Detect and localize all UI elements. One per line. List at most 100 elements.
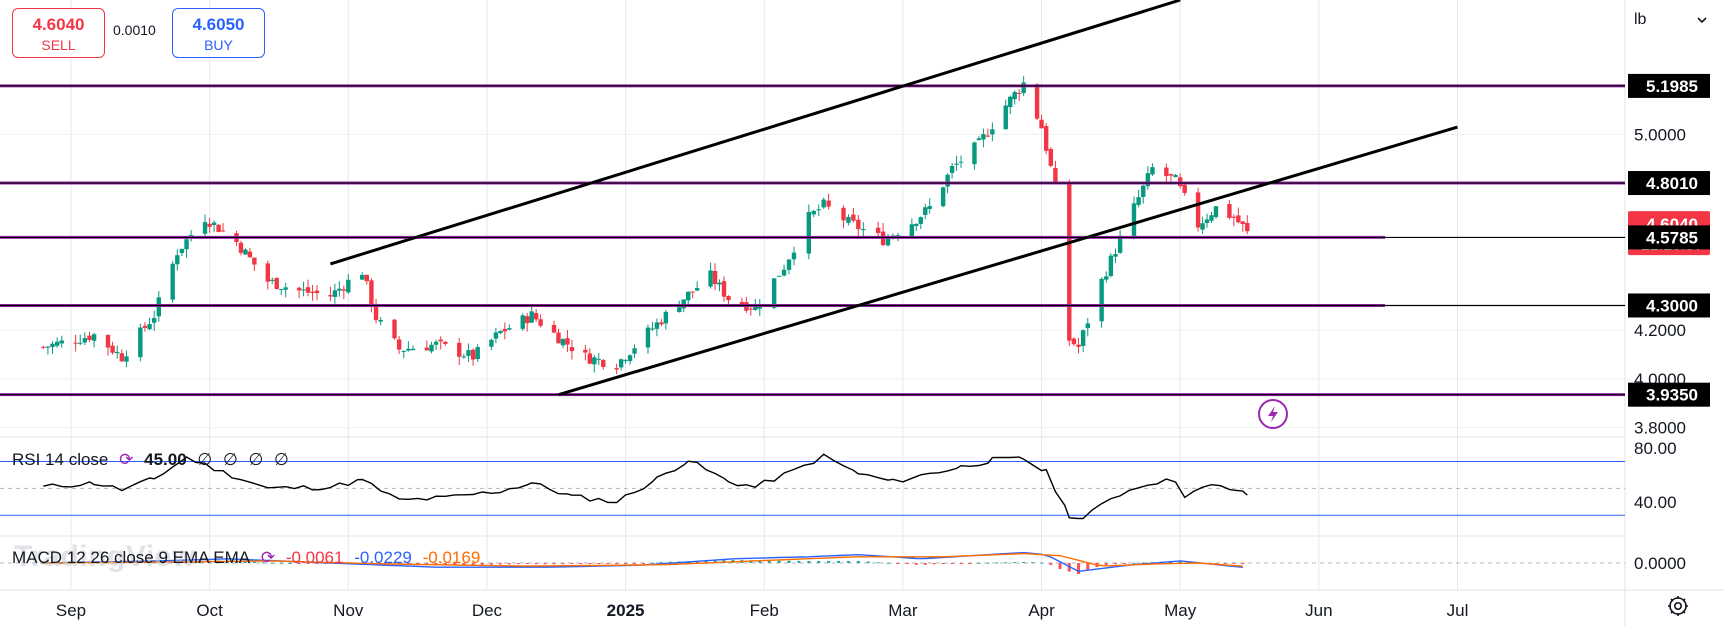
macd-hist-bar [876, 562, 880, 564]
macd-hist-bar [827, 560, 831, 563]
unit-selector[interactable]: lb [1626, 6, 1716, 34]
macd-hist-bar [615, 563, 619, 564]
candle-body [179, 248, 185, 253]
macd-hist-bar [856, 560, 860, 563]
rsi-extra-1: ∅ [197, 450, 213, 469]
price-tick-label: 3.8000 [1634, 419, 1686, 438]
candle-body [923, 207, 928, 215]
macd-hist-bar [650, 562, 654, 564]
macd-hist-bar [767, 560, 771, 563]
candle-body [945, 174, 950, 187]
candle-body [493, 332, 499, 339]
candle-body [663, 311, 669, 324]
macd-hist-bar [886, 562, 890, 564]
time-axis-label: 2025 [607, 601, 645, 620]
macd-hist-bar [1232, 563, 1236, 564]
rsi-extra-4: ∅ [274, 450, 289, 469]
candle-body [525, 316, 530, 324]
candle-body [1043, 126, 1049, 151]
candle-body [753, 306, 758, 310]
macd-hist-bar [552, 563, 556, 565]
macd-hist-bar [950, 563, 954, 564]
macd-hist-bar [896, 563, 900, 564]
macd-hist-bar [462, 563, 466, 566]
macd-hist-bar [243, 561, 247, 563]
candle-body [1145, 173, 1151, 187]
candle-body [170, 263, 175, 300]
macd-hist-bar [498, 563, 502, 565]
candle-body [211, 222, 217, 225]
macd-hist-bar [516, 563, 520, 565]
macd-hist-bar [1241, 563, 1245, 565]
candle-body [78, 342, 83, 344]
candle-body [142, 325, 148, 328]
spread-value: 0.0010 [113, 22, 156, 38]
price-tick-label: 4.2000 [1634, 321, 1686, 340]
candle-body [601, 360, 606, 367]
macd-hist-bar [443, 563, 447, 566]
candle-body [791, 252, 797, 260]
candle-body [726, 296, 731, 301]
rsi-settings-icon[interactable]: ⟳ [119, 450, 134, 469]
candle-body [811, 210, 816, 215]
gear-icon[interactable] [1666, 594, 1690, 618]
macd-hist-bar [1022, 561, 1026, 563]
candle-body [645, 327, 651, 348]
macd-hist-bar [270, 562, 274, 564]
candle-body [659, 322, 664, 325]
candle-body [1021, 82, 1026, 94]
candle-body [1213, 206, 1219, 217]
macd-hist-bar [534, 563, 538, 565]
candle-body [175, 255, 180, 265]
candle-body [861, 228, 866, 231]
candle-body [618, 359, 624, 368]
macd-settings-icon[interactable]: ⟳ [260, 548, 276, 567]
candle-body [1227, 204, 1232, 218]
candle-body [551, 324, 557, 333]
candle-body [976, 138, 982, 141]
candle-body [1113, 254, 1118, 257]
macd-hist-bar [480, 563, 484, 565]
price-tick-label: 5.0000 [1634, 125, 1686, 144]
candle-body [690, 291, 695, 293]
level-price-label [1628, 171, 1710, 196]
candle-body [1182, 184, 1187, 193]
macd-hist-bar [489, 563, 493, 565]
candle-body [265, 263, 270, 282]
macd-hist-bar [668, 561, 672, 563]
time-axis-label: Oct [196, 601, 223, 620]
buy-button[interactable]: 4.6050 BUY [172, 8, 265, 58]
candle-body [592, 357, 597, 365]
macd-hist-bar [1058, 563, 1062, 570]
candle-body [274, 277, 279, 289]
rsi-tick-label: 40.00 [1634, 493, 1677, 512]
macd-hist-bar [1113, 563, 1117, 565]
candle-body [1099, 278, 1104, 322]
candle-body [1204, 219, 1210, 224]
macd-hist-bar [471, 563, 475, 565]
trendline [329, 0, 1181, 266]
rsi-series-line [43, 453, 1248, 520]
candle-body [826, 200, 831, 207]
macd-hist-bar [279, 562, 283, 564]
candle-body [1150, 167, 1155, 175]
candle-body [885, 237, 891, 246]
macd-hist-bar [923, 563, 927, 565]
candle-body [560, 339, 566, 346]
candle-body [806, 212, 812, 254]
candle-body [1067, 184, 1072, 341]
candle-body [1209, 215, 1214, 221]
candle-body [717, 282, 722, 285]
candle-body [424, 347, 430, 351]
candle-body [1195, 192, 1201, 228]
time-axis-label: Sep [56, 601, 86, 620]
candle-body [91, 334, 97, 341]
buy-price: 4.6050 [192, 15, 245, 34]
level-price-label [1628, 225, 1710, 250]
candle-body [466, 350, 471, 356]
macd-hist-bar [306, 563, 310, 564]
macd-hist-bar [758, 560, 762, 563]
sell-button[interactable]: 4.6040 SELL [12, 8, 105, 58]
macd-hist-bar [704, 560, 708, 563]
